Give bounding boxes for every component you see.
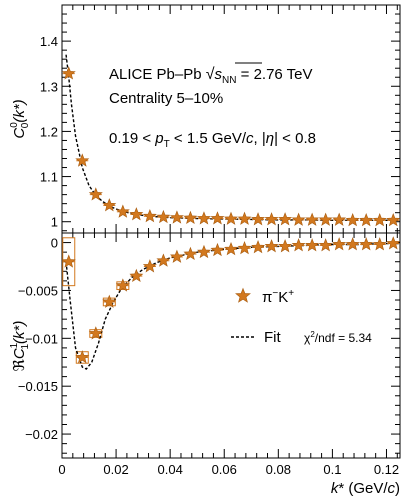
bottom-data-points <box>61 236 401 364</box>
data-point <box>224 241 238 256</box>
data-point <box>142 259 157 273</box>
legend-chi2: χ2/ndf = 5.34 <box>304 330 372 345</box>
data-point <box>61 254 76 268</box>
bottom-y-tick-label: −0.015 <box>18 379 58 394</box>
x-axis-label: k* (GeV/c) <box>331 480 400 497</box>
data-point <box>318 212 333 226</box>
data-point <box>332 237 347 251</box>
x-tick-label: 0 <box>58 462 65 477</box>
data-point <box>372 237 387 251</box>
bottom-systematic-boxes <box>62 237 130 364</box>
top-y-tick-label: 1.3 <box>40 79 58 94</box>
data-point <box>102 198 117 212</box>
bottom-y-tick-label: −0.01 <box>25 331 58 346</box>
data-point <box>196 244 211 259</box>
top-y-tick-label: 1 <box>51 215 58 230</box>
data-point <box>305 212 320 226</box>
data-point <box>305 238 320 252</box>
bottom-panel: 0 −0.005 −0.01 −0.015 −0.02 0 0.02 0.04 0.06 0.0… <box>18 232 401 477</box>
data-point <box>88 326 103 340</box>
data-point <box>386 236 401 250</box>
data-point <box>237 240 252 255</box>
x-tick-label: 0.12 <box>374 462 399 477</box>
x-tick-label: 0.1 <box>323 462 341 477</box>
annotation-kinematics: 0.19 < pT < 1.5 GeV/c, |η| < 0.8 <box>109 130 316 150</box>
data-point <box>129 268 144 283</box>
data-point <box>345 237 360 251</box>
top-fit-line <box>65 54 400 222</box>
bottom-fit-line <box>65 242 400 370</box>
top-y-ticks: 1 1.1 1.2 1.3 1.4 <box>40 4 400 232</box>
data-point <box>278 212 293 226</box>
data-point <box>345 213 360 227</box>
top-fit-curve <box>65 54 400 222</box>
data-point <box>264 212 279 226</box>
data-point <box>291 212 306 226</box>
legend-label-fit: Fit <box>264 329 281 346</box>
data-point <box>156 209 171 224</box>
bottom-x-ticks: 0 0.02 0.04 0.06 0.08 0.1 0.12 <box>58 233 399 477</box>
data-point <box>224 211 238 225</box>
data-point <box>251 240 266 254</box>
data-point <box>169 249 184 263</box>
data-point <box>372 213 387 227</box>
data-point <box>237 211 252 225</box>
data-point <box>251 212 266 226</box>
legend-label-pik: π−K+ <box>262 288 294 306</box>
x-tick-label: 0.08 <box>266 462 291 477</box>
data-point <box>386 213 401 227</box>
data-point <box>75 350 90 364</box>
data-point <box>183 246 198 260</box>
top-panel: 1 1.1 1.2 1.3 1.4 <box>40 4 401 234</box>
bottom-y-axis-label: ℜC11(k*) <box>9 321 31 372</box>
data-point <box>196 211 211 225</box>
top-y-tick-label: 1.4 <box>40 34 58 49</box>
x-tick-label: 0.06 <box>212 462 237 477</box>
bottom-plot-frame <box>61 232 401 459</box>
data-point <box>210 242 225 257</box>
data-point <box>210 211 225 225</box>
data-point <box>332 212 347 226</box>
data-point <box>359 213 374 227</box>
top-y-tick-label: 1.1 <box>40 170 58 185</box>
data-point <box>75 153 90 167</box>
bottom-fit-curve <box>65 242 400 370</box>
top-plot-frame <box>61 4 401 234</box>
data-point <box>278 239 293 253</box>
data-point <box>115 204 130 218</box>
top-y-tick-label: 1.2 <box>40 124 58 139</box>
data-point <box>129 207 144 221</box>
data-point <box>102 294 117 308</box>
bottom-y-tick-label: −0.005 <box>18 283 58 298</box>
data-point <box>169 210 184 224</box>
bottom-y-ticks: 0 −0.005 −0.01 −0.015 −0.02 <box>18 232 400 454</box>
legend: π−K+ Fit χ2/ndf = 5.34 <box>231 287 372 346</box>
data-point <box>156 253 171 267</box>
bottom-y-tick-label: 0 <box>51 236 58 251</box>
data-point <box>318 238 333 252</box>
top-y-axis-label: C00(k*) <box>9 99 31 138</box>
data-point <box>88 187 103 201</box>
top-data-points <box>61 66 401 227</box>
x-tick-label: 0.04 <box>158 462 183 477</box>
data-point <box>142 208 157 223</box>
data-point <box>61 66 76 80</box>
top-x-ticks <box>61 5 398 233</box>
data-point <box>291 238 306 252</box>
data-point <box>264 239 279 253</box>
annotation-centrality: Centrality 5–10% <box>109 90 223 107</box>
x-tick-label: 0.02 <box>103 462 128 477</box>
annotation-experiment: ALICE Pb–Pb √sNN = 2.76 TeV <box>109 66 313 86</box>
data-point <box>183 210 198 225</box>
legend-star-marker <box>235 287 251 303</box>
data-point <box>115 278 130 292</box>
data-point <box>359 237 374 251</box>
bottom-y-tick-label: −0.02 <box>25 427 58 442</box>
